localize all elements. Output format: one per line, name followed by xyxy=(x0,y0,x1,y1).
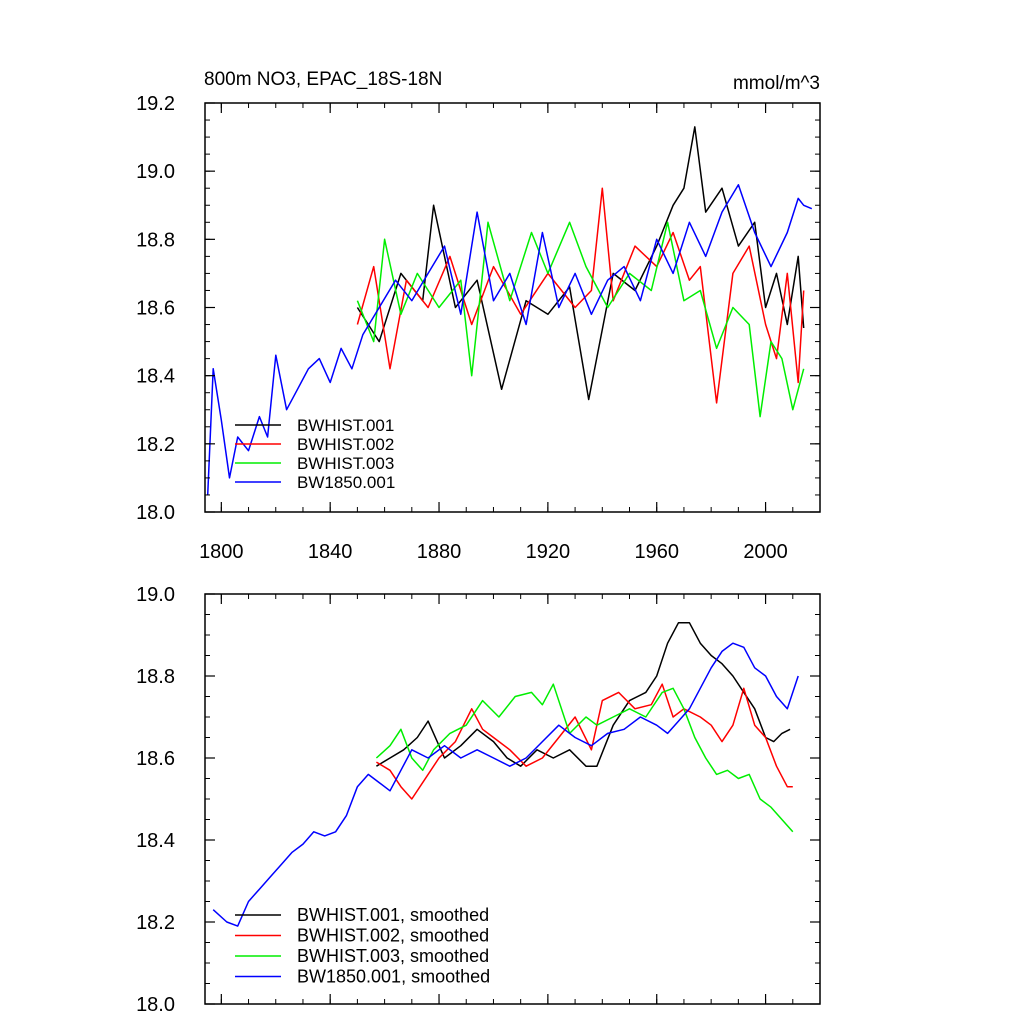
units-label: mmol/m^3 xyxy=(733,73,820,94)
series-line-0 xyxy=(356,126,805,401)
y-tick-label: 18.6 xyxy=(136,298,175,320)
x-tick-label: 1880 xyxy=(417,541,462,563)
y-tick-label: 18.8 xyxy=(136,229,175,251)
x-tick-label: 2000 xyxy=(743,541,788,563)
series-line-2 xyxy=(356,221,805,418)
legend-label: BWHIST.002, smoothed xyxy=(297,926,489,946)
series-line-1 xyxy=(376,683,793,800)
x-tick-label: 1960 xyxy=(634,541,679,563)
legend-label: BWHIST.003 xyxy=(297,454,394,473)
legend-label: BWHIST.003, smoothed xyxy=(297,946,489,966)
y-tick-label: 19.2 xyxy=(136,93,175,115)
y-tick-label: 18.4 xyxy=(136,366,175,388)
y-tick-label: 18.6 xyxy=(136,748,175,770)
series-line-2 xyxy=(375,683,794,833)
legend-label: BW1850.001 xyxy=(297,473,395,492)
legend-label: BWHIST.002 xyxy=(297,435,394,454)
y-tick-label: 18.2 xyxy=(136,912,175,934)
legend-label: BW1850.001, smoothed xyxy=(297,967,490,987)
x-tick-label: 1800 xyxy=(199,541,244,563)
legend-label: BWHIST.001, smoothed xyxy=(297,905,489,925)
top-panel: 18.0 18.2 18.4 18.6 18.8 19.0 19.2 1800 1840 1880… xyxy=(136,93,821,563)
y-tick-label: 18.2 xyxy=(136,434,175,456)
x-tick-label: 1920 xyxy=(526,541,571,563)
y-tick-label: 19.0 xyxy=(136,161,175,183)
x-tick-label: 1840 xyxy=(308,541,353,563)
y-tick-label: 18.0 xyxy=(136,994,175,1016)
legend-label: BWHIST.001 xyxy=(297,416,394,435)
series-line-0 xyxy=(376,621,791,767)
y-tick-label: 18.8 xyxy=(136,666,175,688)
chart-title: 800m NO3, EPAC_18S-18N xyxy=(204,69,442,90)
bottom-panel: 18.0 18.2 18.4 18.6 18.8 19.0 BWHIST.001, smo… xyxy=(136,584,821,1016)
series-line-3 xyxy=(212,642,799,927)
y-tick-label: 19.0 xyxy=(136,584,175,606)
series-line-3 xyxy=(206,184,813,496)
y-tick-label: 18.0 xyxy=(136,502,175,524)
series-line-1 xyxy=(356,187,805,404)
y-tick-label: 18.4 xyxy=(136,830,175,852)
